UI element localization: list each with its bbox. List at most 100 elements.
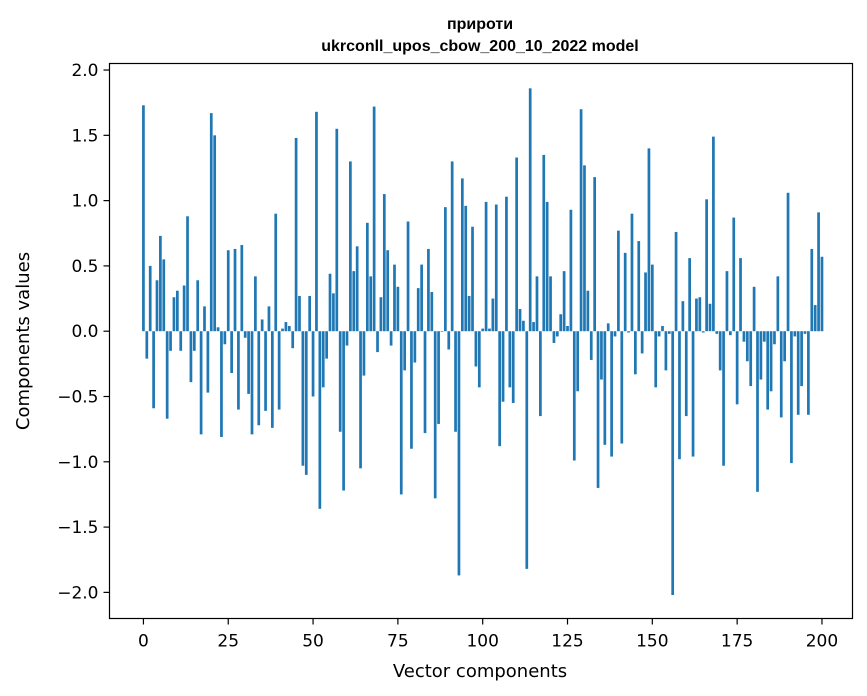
bar-5 xyxy=(159,235,162,332)
bar-175 xyxy=(735,331,739,405)
bar-46 xyxy=(298,295,301,332)
bar-188 xyxy=(779,331,783,418)
bar-79 xyxy=(410,331,413,449)
bar-91 xyxy=(450,161,454,332)
y-tick-label: −1.0 xyxy=(57,453,98,473)
bar-198 xyxy=(813,305,817,332)
bar-116 xyxy=(535,276,539,332)
bar-38 xyxy=(270,331,274,428)
bar-125 xyxy=(566,325,569,332)
bar-3 xyxy=(152,331,155,409)
bar-139 xyxy=(613,331,617,337)
bar-106 xyxy=(501,331,505,402)
bar-12 xyxy=(182,285,186,332)
x-axis-label: Vector components xyxy=(393,661,567,682)
bar-23 xyxy=(220,331,223,437)
bar-82 xyxy=(420,264,423,332)
bar-88 xyxy=(440,331,444,332)
bar-164 xyxy=(698,297,702,332)
bar-31 xyxy=(247,331,250,394)
bar-156 xyxy=(671,331,675,595)
bar-133 xyxy=(593,177,597,332)
bar-16 xyxy=(196,280,200,332)
bar-26 xyxy=(230,331,233,373)
bar-24 xyxy=(223,331,227,345)
bar-115 xyxy=(532,322,535,332)
bar-53 xyxy=(321,331,325,388)
bar-10 xyxy=(176,290,179,332)
bar-15 xyxy=(192,331,196,351)
bar-52 xyxy=(318,331,322,509)
x-tick-label: 125 xyxy=(551,632,583,652)
bar-141 xyxy=(620,331,624,444)
bar-73 xyxy=(389,331,393,346)
y-tick-label: −0.5 xyxy=(57,388,98,408)
bar-148 xyxy=(644,272,647,332)
bar-183 xyxy=(762,331,766,342)
bar-63 xyxy=(355,246,359,332)
x-tick-label: 100 xyxy=(466,632,498,652)
bar-86 xyxy=(433,331,437,499)
bar-132 xyxy=(589,331,593,360)
bar-114 xyxy=(528,88,532,332)
bar-137 xyxy=(606,323,610,332)
bar-190 xyxy=(786,192,790,332)
bar-84 xyxy=(427,248,430,332)
bar-60 xyxy=(345,331,349,346)
bar-129 xyxy=(579,109,583,332)
bar-50 xyxy=(311,331,315,397)
bar-62 xyxy=(352,271,356,332)
bar-49 xyxy=(308,295,312,332)
bar-109 xyxy=(511,331,515,404)
bar-25 xyxy=(226,250,230,332)
x-tick-label: 0 xyxy=(138,632,149,652)
bar-196 xyxy=(807,331,810,415)
bar-81 xyxy=(416,288,420,332)
x-tick-label: 25 xyxy=(217,632,239,652)
bar-135 xyxy=(600,331,603,380)
bar-117 xyxy=(539,331,542,417)
bar-186 xyxy=(773,331,776,345)
bar-184 xyxy=(766,331,770,410)
plot-frame xyxy=(108,62,854,620)
bar-47 xyxy=(301,331,305,466)
bar-131 xyxy=(586,290,590,332)
bar-55 xyxy=(328,273,332,332)
bar-165 xyxy=(701,331,705,333)
bar-177 xyxy=(742,331,746,342)
bar-172 xyxy=(725,271,729,332)
bar-189 xyxy=(783,331,786,362)
bar-158 xyxy=(678,331,681,460)
bar-58 xyxy=(338,331,342,432)
bar-136 xyxy=(603,331,607,445)
bar-107 xyxy=(505,196,508,332)
bar-34 xyxy=(257,331,261,426)
bar-150 xyxy=(650,264,654,332)
bar-166 xyxy=(705,199,708,332)
bar-103 xyxy=(491,298,495,332)
bar-161 xyxy=(688,258,691,332)
bar-182 xyxy=(759,331,763,380)
bar-120 xyxy=(549,276,552,332)
bar-22 xyxy=(216,327,220,332)
bar-68 xyxy=(372,106,376,332)
bar-71 xyxy=(382,194,386,332)
bar-126 xyxy=(569,209,573,332)
bar-45 xyxy=(294,137,298,332)
bar-59 xyxy=(342,331,345,491)
bar-127 xyxy=(572,331,576,461)
bar-144 xyxy=(630,213,634,332)
x-tick-label: 50 xyxy=(302,632,324,652)
bar-130 xyxy=(583,165,586,332)
bar-92 xyxy=(454,331,457,432)
x-tick-label: 175 xyxy=(721,632,753,652)
bar-8 xyxy=(169,331,172,351)
bar-83 xyxy=(423,331,427,434)
x-tick-label: 150 xyxy=(636,632,668,652)
bar-56 xyxy=(332,293,335,332)
bar-41 xyxy=(281,328,284,332)
bar-39 xyxy=(274,213,278,332)
bar-128 xyxy=(576,331,580,392)
bar-123 xyxy=(559,314,563,332)
bar-40 xyxy=(277,331,281,410)
